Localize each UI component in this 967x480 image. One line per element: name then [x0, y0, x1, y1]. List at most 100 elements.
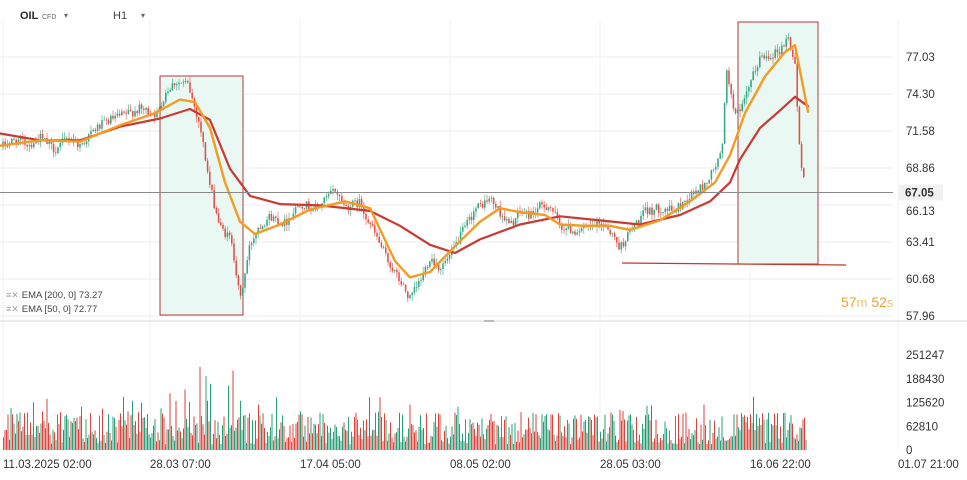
price-candle — [464, 225, 466, 227]
price-candle — [198, 117, 200, 122]
price-candle — [468, 216, 471, 220]
volume-bar — [562, 435, 564, 450]
volume-bar — [174, 440, 175, 450]
volume-bar — [420, 415, 421, 450]
price-candle — [611, 233, 614, 235]
price-candle — [129, 109, 132, 111]
volume-bar — [310, 417, 312, 450]
symbol-dropdown-icon[interactable]: ▾ — [64, 11, 69, 20]
volume-bar — [790, 415, 792, 450]
volume-bar — [145, 427, 147, 450]
volume-bar — [516, 441, 517, 450]
volume-bar — [328, 432, 330, 450]
price-candle — [574, 231, 576, 235]
volume-bar — [237, 419, 238, 450]
volume-bar — [150, 437, 151, 450]
volume-bar — [796, 434, 798, 450]
volume-bar — [298, 414, 300, 450]
volume-bar — [496, 424, 498, 450]
indicator-ema50[interactable]: ≡✕ EMA [50, 0] 72.77 — [6, 304, 97, 315]
volume-bar — [507, 444, 508, 450]
volume-bar — [411, 424, 412, 450]
price-candle — [741, 103, 743, 112]
price-candle — [750, 80, 752, 88]
volume-bar — [432, 436, 433, 450]
volume-bar — [91, 432, 93, 450]
volume-bar — [147, 414, 148, 450]
price-candle — [704, 182, 706, 190]
volume-bar — [576, 418, 577, 450]
volume-bar — [777, 413, 778, 450]
price-candle — [783, 45, 785, 47]
indicator-settings-icon[interactable]: ≡✕ — [6, 290, 19, 300]
volume-bar — [442, 441, 444, 450]
price-candle — [204, 142, 207, 161]
price-candle — [169, 90, 171, 92]
volume-bar — [708, 440, 709, 450]
price-candle — [690, 191, 693, 200]
price-candle — [462, 226, 464, 232]
indicator-settings-icon[interactable]: ≡✕ — [6, 304, 19, 314]
price-candle — [411, 292, 413, 296]
price-candle — [547, 207, 550, 210]
timeframe-label[interactable]: H1 — [113, 10, 128, 22]
volume-bar — [331, 438, 333, 450]
volume-bar — [747, 416, 748, 450]
volume-bar — [657, 434, 658, 450]
price-candle — [712, 169, 715, 171]
price-candle — [184, 81, 187, 82]
volume-bar — [402, 414, 403, 450]
price-candle — [728, 70, 730, 85]
price-candle — [255, 233, 257, 239]
price-candle — [598, 220, 600, 224]
symbol-label[interactable]: OIL — [20, 10, 39, 22]
timeframe-dropdown-icon[interactable]: ▾ — [141, 11, 146, 20]
volume-bar — [568, 423, 570, 450]
volume-bar — [684, 443, 685, 450]
volume-bar — [726, 440, 727, 450]
volume-bar — [367, 436, 369, 450]
price-candle — [121, 111, 123, 116]
volume-bar — [772, 425, 774, 450]
price-candle — [160, 105, 163, 109]
volume-bar — [313, 423, 315, 450]
price-candle — [112, 115, 114, 119]
volume-bar — [742, 416, 744, 450]
indicator-ema200[interactable]: ≡✕ EMA [200, 0] 73.27 — [6, 290, 103, 301]
volume-bar — [729, 438, 730, 450]
volume-bar — [103, 434, 105, 450]
price-candle — [803, 167, 805, 177]
price-candle — [259, 227, 262, 229]
volume-bar — [561, 432, 562, 450]
volume-bar — [171, 425, 172, 450]
volume-bar — [357, 419, 358, 450]
volume-bar — [613, 420, 615, 450]
volume-bar — [231, 425, 232, 450]
price-candle — [105, 119, 108, 121]
volume-bar — [210, 383, 211, 450]
volume-bar — [102, 408, 103, 450]
volume-bar — [741, 413, 742, 450]
volume-bar — [189, 402, 190, 450]
price-candle — [127, 109, 130, 114]
price-candle — [369, 222, 372, 225]
volume-bar — [187, 426, 189, 450]
volume-bar — [534, 431, 535, 450]
price-candle — [578, 231, 581, 233]
volume-bar — [744, 415, 745, 450]
price-candle — [796, 63, 798, 107]
volume-bar — [285, 441, 286, 450]
price-candle — [770, 57, 772, 59]
volume-bar — [805, 439, 807, 450]
volume-bar — [214, 420, 216, 450]
volume-bar — [124, 420, 126, 450]
volume-bar — [619, 410, 621, 450]
price-candle — [237, 275, 240, 286]
volume-bar — [40, 423, 42, 450]
volume-bar — [346, 430, 348, 450]
volume-bar — [216, 438, 217, 450]
volume-bar — [123, 396, 124, 450]
volume-bar — [117, 442, 118, 450]
price-candle — [99, 124, 101, 129]
